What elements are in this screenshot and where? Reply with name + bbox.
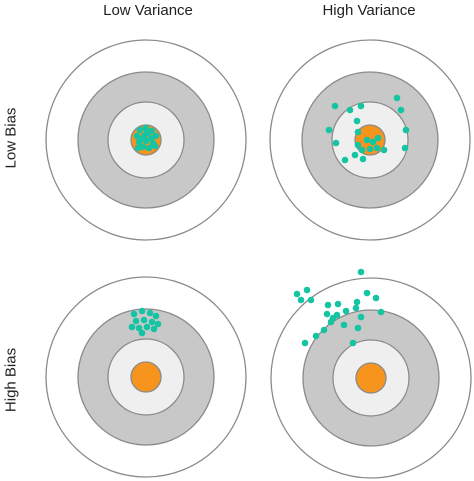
shot-point: [140, 316, 148, 324]
shot-point: [357, 268, 365, 276]
shot-point: [374, 134, 382, 142]
shot-point: [303, 286, 311, 294]
shot-point: [341, 156, 349, 164]
shot-point: [358, 146, 366, 154]
shot-point: [128, 323, 136, 331]
shot-point: [148, 127, 156, 135]
shot-point: [351, 151, 359, 159]
shot-point: [354, 324, 362, 332]
shot-point: [373, 144, 381, 152]
shot-point: [138, 135, 146, 143]
shot-point: [152, 132, 160, 140]
shot-point: [357, 313, 365, 321]
shot-point: [401, 144, 409, 152]
target-bullseye: [355, 362, 387, 394]
shot-point: [133, 132, 141, 140]
target-high-bias-low-variance: [45, 276, 247, 478]
shot-point: [301, 339, 309, 347]
shot-point: [147, 134, 155, 142]
shot-point: [323, 310, 331, 318]
shot-point: [346, 106, 354, 114]
shot-point: [363, 289, 371, 297]
shot-point: [145, 144, 153, 152]
shot-point: [150, 325, 158, 333]
shot-point: [357, 102, 365, 110]
shot-point: [293, 290, 301, 298]
shot-point: [393, 94, 401, 102]
shot-point: [132, 317, 140, 325]
shot-point: [134, 144, 142, 152]
shot-point: [138, 307, 146, 315]
shot-point: [354, 141, 362, 149]
shot-point: [342, 307, 350, 315]
column-label-high-variance: High Variance: [322, 2, 416, 19]
shot-point: [325, 126, 333, 134]
shot-point: [352, 304, 360, 312]
target-bullseye: [130, 361, 162, 393]
shot-point: [151, 142, 159, 150]
shot-point: [142, 124, 150, 132]
shot-point: [138, 329, 146, 337]
shot-point: [402, 126, 410, 134]
shot-point: [143, 323, 151, 331]
shot-point: [331, 102, 339, 110]
shot-point: [139, 143, 147, 151]
shot-point: [380, 146, 388, 154]
shot-point: [152, 312, 160, 320]
shot-point: [366, 145, 374, 153]
shot-point: [363, 136, 371, 144]
shot-point: [307, 296, 315, 304]
shot-point: [353, 117, 361, 125]
shot-point: [136, 126, 144, 134]
shot-point: [369, 138, 377, 146]
shot-point: [130, 310, 138, 318]
shot-point: [349, 339, 357, 347]
shot-point: [353, 298, 361, 306]
shot-point: [354, 128, 362, 136]
shot-point: [154, 320, 162, 328]
shot-point: [377, 308, 385, 316]
shot-point: [359, 155, 367, 163]
shot-point: [324, 301, 332, 309]
shot-point: [143, 129, 151, 137]
shot-point: [332, 139, 340, 147]
shot-point: [146, 309, 154, 317]
shot-point: [334, 300, 342, 308]
target-high-bias-high-variance: [270, 268, 472, 479]
shot-point: [320, 326, 328, 334]
shot-point: [329, 314, 337, 322]
shot-point: [135, 324, 143, 332]
shot-point: [340, 321, 348, 329]
shot-point: [148, 318, 156, 326]
target-low-bias-high-variance: [269, 39, 471, 241]
shot-point: [312, 332, 320, 340]
shot-point: [372, 294, 380, 302]
shot-point: [297, 296, 305, 304]
target-low-bias-low-variance: [45, 39, 247, 241]
shot-point: [397, 106, 405, 114]
column-label-low-variance: Low Variance: [103, 2, 193, 19]
